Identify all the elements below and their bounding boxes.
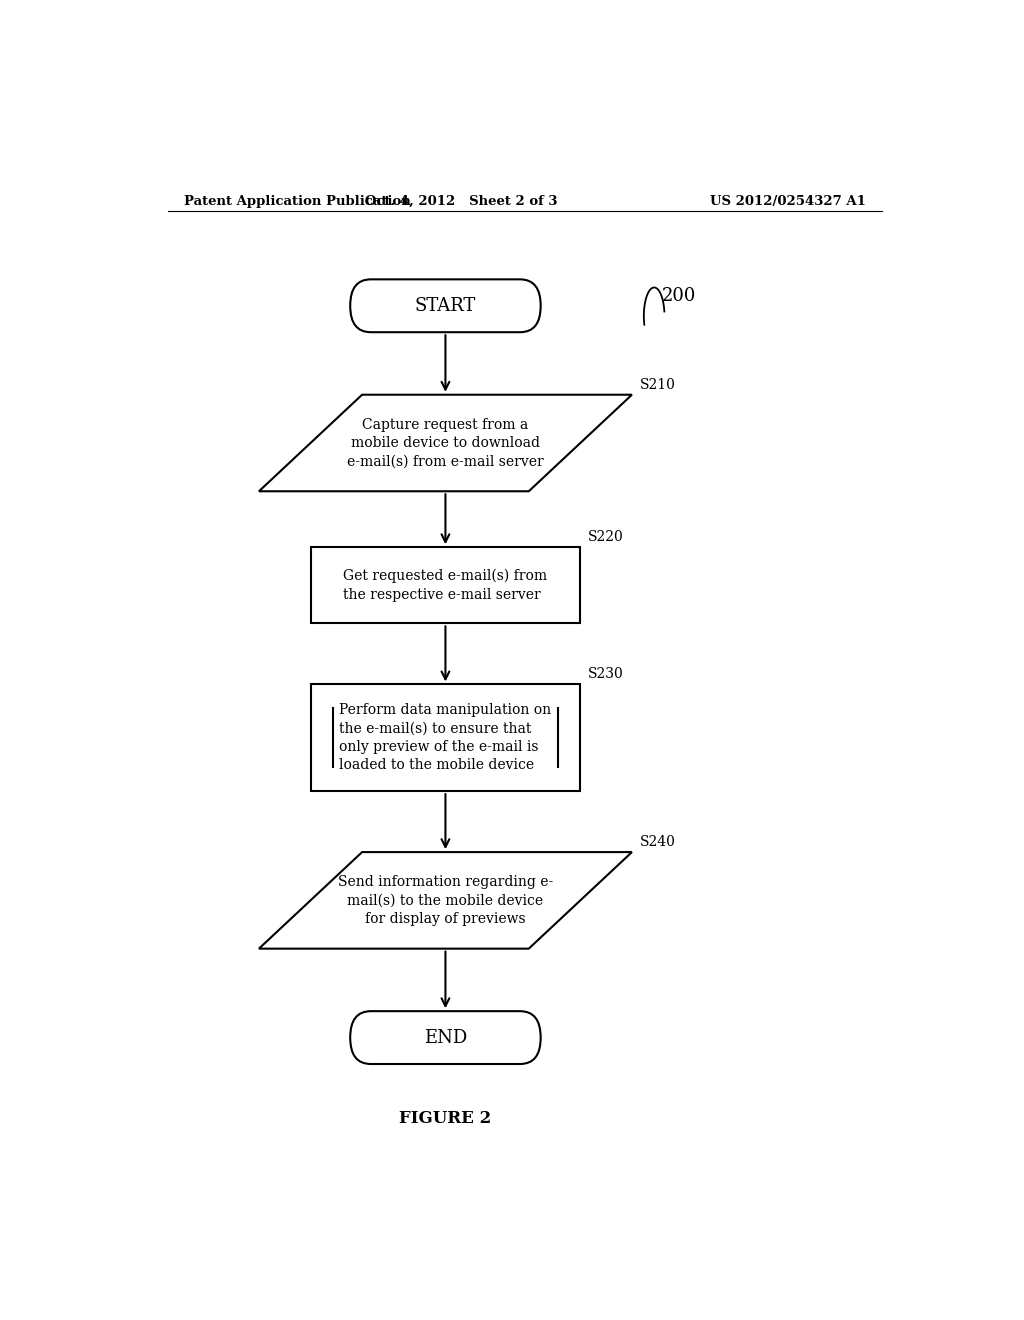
Bar — [310, 684, 581, 791]
Text: FIGURE 2: FIGURE 2 — [399, 1110, 492, 1127]
Text: Patent Application Publication: Patent Application Publication — [183, 194, 411, 207]
Text: S220: S220 — [588, 531, 624, 544]
Text: START: START — [415, 297, 476, 314]
Text: 200: 200 — [663, 286, 696, 305]
Polygon shape — [259, 395, 632, 491]
Polygon shape — [259, 853, 632, 949]
Text: Capture request from a
mobile device to download
e-mail(s) from e-mail server: Capture request from a mobile device to … — [347, 417, 544, 469]
FancyBboxPatch shape — [350, 280, 541, 333]
Text: S230: S230 — [588, 668, 624, 681]
Text: Get requested e-mail(s) from
the respective e-mail server: Get requested e-mail(s) from the respect… — [343, 569, 548, 602]
FancyBboxPatch shape — [350, 1011, 541, 1064]
Text: Send information regarding e-
mail(s) to the mobile device
for display of previe: Send information regarding e- mail(s) to… — [338, 875, 553, 925]
Text: S210: S210 — [640, 378, 676, 392]
Text: S240: S240 — [640, 836, 676, 849]
Text: Perform data manipulation on
the e-mail(s) to ensure that
only preview of the e-: Perform data manipulation on the e-mail(… — [339, 704, 552, 772]
Text: US 2012/0254327 A1: US 2012/0254327 A1 — [711, 194, 866, 207]
Bar — [310, 548, 581, 623]
Text: Oct. 4, 2012   Sheet 2 of 3: Oct. 4, 2012 Sheet 2 of 3 — [366, 194, 557, 207]
Text: END: END — [424, 1028, 467, 1047]
